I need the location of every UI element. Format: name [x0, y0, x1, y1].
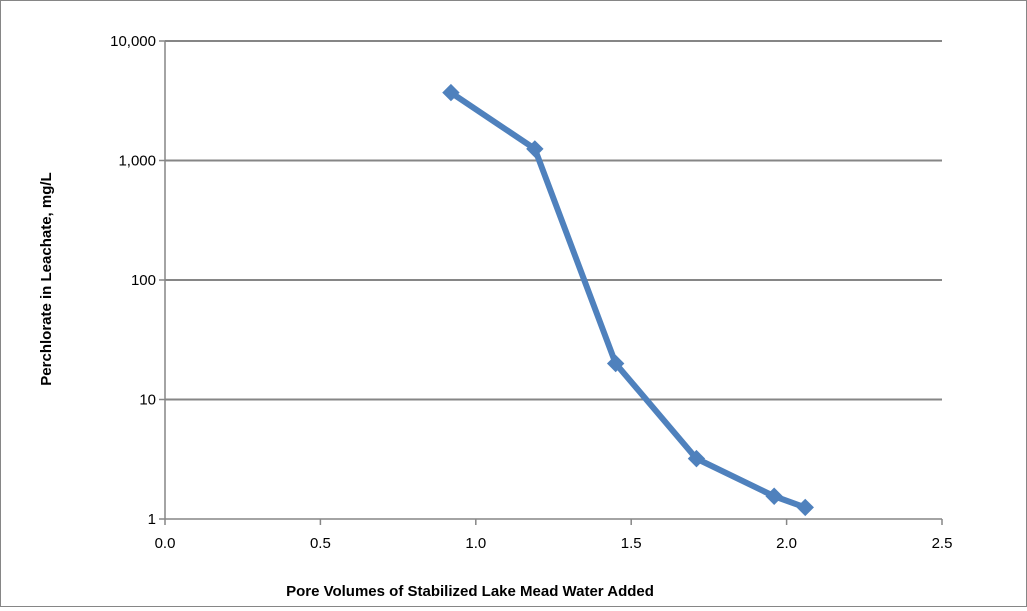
data-point-marker: [606, 354, 625, 373]
y-tick-label: 100: [131, 272, 156, 289]
x-tick-label: 1.5: [621, 535, 642, 552]
axes: [159, 40, 943, 525]
data-point-marker: [442, 83, 460, 102]
y-tick-label: 1: [148, 511, 156, 528]
data-point-marker: [526, 140, 544, 158]
tick-labels: 1 10 100 1,000 10,000 0.0 0.5 1.0 1.5 2.0 2.5: [110, 33, 952, 552]
data-point-marker: [687, 449, 706, 468]
x-tick-label: 1.0: [465, 535, 486, 552]
series-group: [442, 83, 814, 517]
y-tick-label: 1,000: [118, 153, 156, 170]
series-line: [447, 89, 809, 511]
data-point-marker: [796, 498, 814, 517]
data-point-marker: [765, 487, 783, 505]
gridlines: [165, 40, 942, 401]
x-axis-title: Pore Volumes of Stabilized Lake Mead Wat…: [286, 583, 654, 600]
x-tick-label: 2.5: [932, 535, 953, 552]
y-axis-title: Perchlorate in Leachate, mg/L: [38, 172, 55, 385]
x-tick-label: 0.0: [155, 535, 176, 552]
y-tick-label: 10,000: [110, 33, 156, 50]
y-tick-label: 10: [139, 392, 156, 409]
x-tick-label: 0.5: [310, 535, 331, 552]
x-tick-label: 2.0: [776, 535, 797, 552]
